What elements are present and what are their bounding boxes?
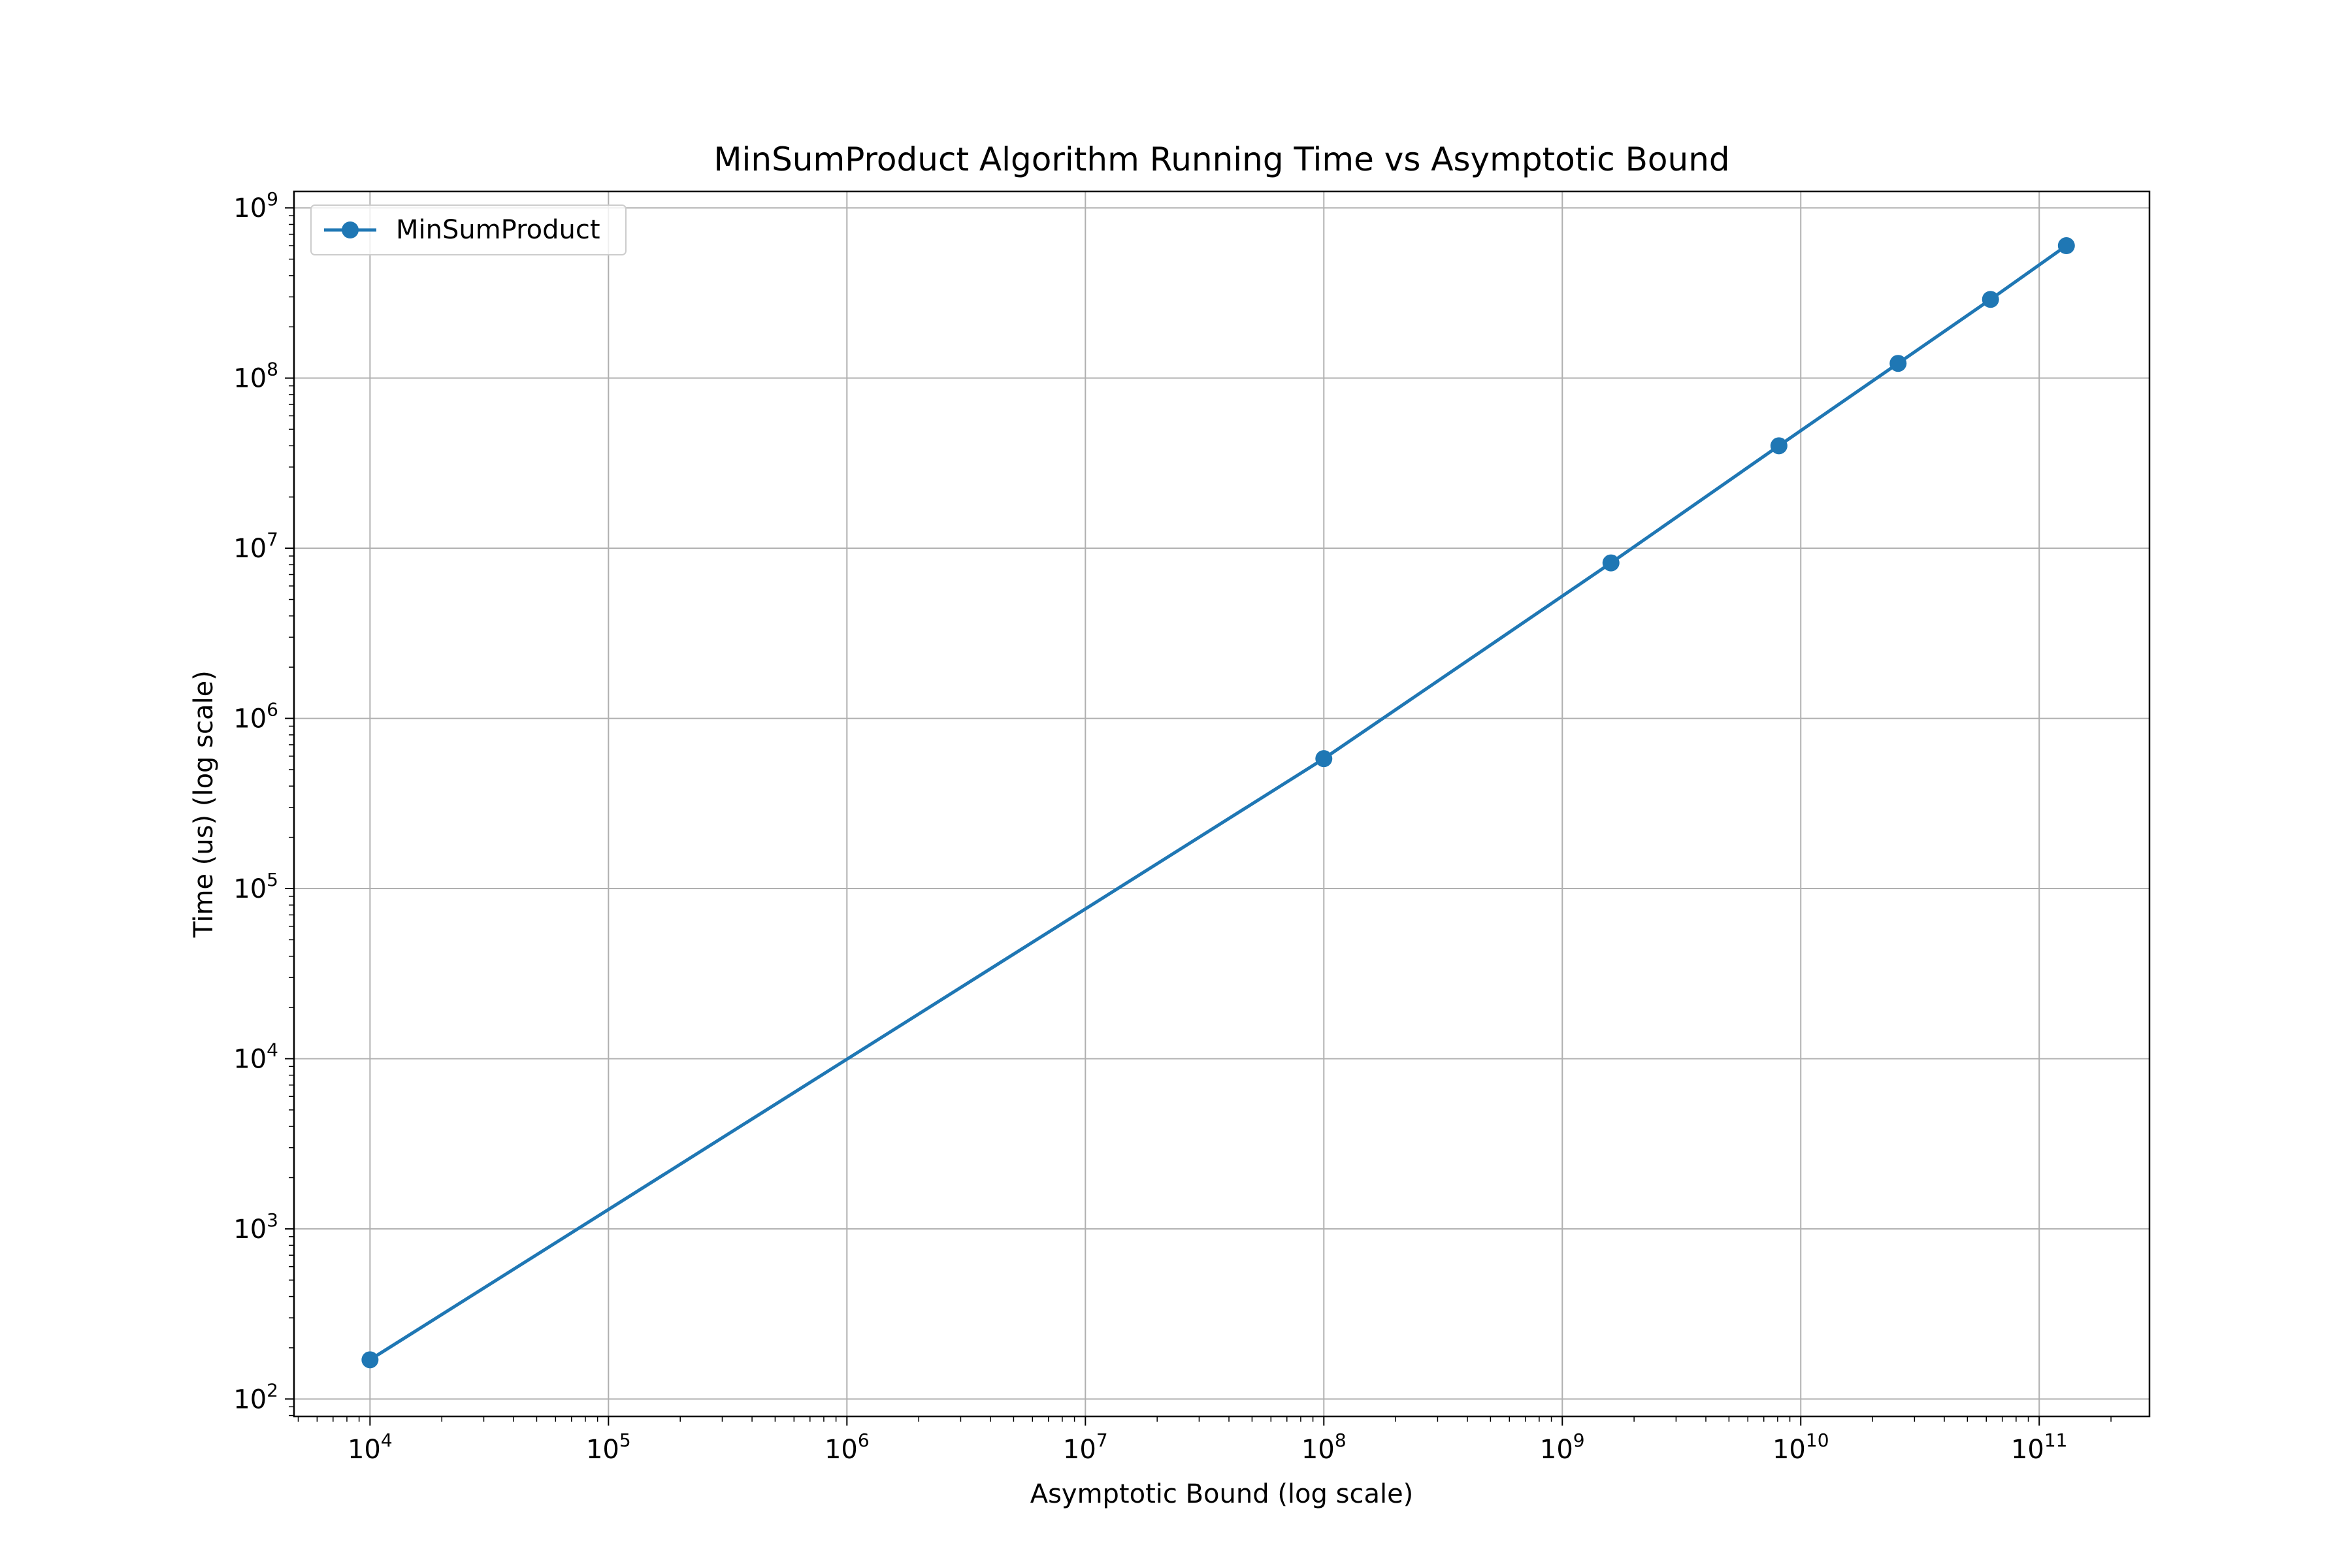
tick-label-base: 10 [1063,1435,1096,1465]
y-tick-label: 105 [233,869,278,904]
data-point [1982,291,1999,308]
tick-label-base: 10 [1540,1435,1573,1465]
plot-frame [293,190,2151,1418]
tick-label-base: 10 [233,1044,267,1074]
tick-label-base: 10 [2011,1435,2044,1465]
tick-label-exponent: 4 [267,1039,278,1060]
tick-label-exponent: 8 [1335,1429,1347,1451]
data-point [1889,355,1907,372]
tick-label-exponent: 5 [619,1429,631,1451]
x-tick-label: 109 [1540,1429,1585,1465]
x-axis-label: Asymptotic Bound (log scale) [1030,1479,1414,1509]
tick-label-exponent: 6 [267,699,278,721]
tick-label-exponent: 6 [858,1429,870,1451]
x-tick-label: 1011 [2011,1429,2068,1465]
y-tick-label: 108 [233,359,278,394]
tick-label-exponent: 9 [267,188,278,210]
y-tick-label: 103 [233,1209,278,1245]
tick-label-exponent: 4 [381,1429,393,1451]
legend-box [310,204,627,255]
tick-label-exponent: 3 [267,1209,278,1231]
tick-label-base: 10 [233,364,267,394]
data-point [1602,554,1620,572]
legend-marker-swatch [342,221,359,238]
x-tick-label: 107 [1063,1429,1108,1465]
chart-title: MinSumProduct Algorithm Running Time vs … [713,140,1729,178]
series-layer [361,237,2075,1369]
tick-label-exponent: 8 [267,359,278,380]
legend: MinSumProduct [310,204,627,255]
tick-label-base: 10 [1301,1435,1335,1465]
tick-label-base: 10 [825,1435,858,1465]
y-tick-label: 102 [233,1379,278,1414]
tick-label-base: 10 [348,1435,381,1465]
tick-label-base: 10 [586,1435,619,1465]
x-tick-label: 106 [825,1429,870,1465]
y-axis-label: Time (us) (log scale) [189,670,219,938]
x-tick-label: 105 [586,1429,631,1465]
legend-entry-label: MinSumProduct [396,215,600,245]
tick-label-exponent: 5 [267,869,278,890]
ticks: 104 105 106 107 108 109 1010 101110210310410510… [233,188,2112,1465]
tick-label-exponent: 10 [1806,1429,1829,1451]
x-tick-label: 104 [348,1429,393,1465]
x-tick-label: 108 [1301,1429,1347,1465]
y-tick-label: 104 [233,1039,278,1074]
y-tick-label: 106 [233,699,278,734]
x-tick-label: 1010 [1772,1429,1829,1465]
tick-label-base: 10 [233,534,267,564]
y-tick-label: 107 [233,529,278,564]
grid [294,191,2149,1416]
tick-label-exponent: 2 [267,1379,278,1401]
data-point [1315,750,1333,768]
tick-label-exponent: 9 [1573,1429,1585,1451]
tick-label-base: 10 [1772,1435,1806,1465]
tick-label-base: 10 [233,1384,267,1414]
tick-label-base: 10 [233,704,267,734]
tick-label-exponent: 7 [1096,1429,1108,1451]
data-point [2057,237,2075,255]
tick-label-base: 10 [233,1215,267,1245]
tick-label-base: 10 [233,193,267,223]
data-point [361,1351,379,1369]
data-point [1770,437,1788,455]
tick-label-base: 10 [233,874,267,904]
tick-label-exponent: 11 [2044,1429,2068,1451]
tick-label-exponent: 7 [267,529,278,550]
y-tick-label: 109 [233,188,278,223]
